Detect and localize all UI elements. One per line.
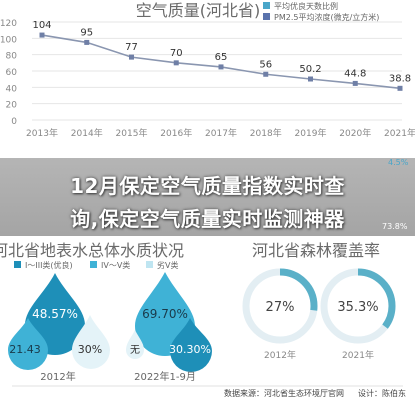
data-point-7 [352, 80, 358, 86]
ring-2012-year: 2012年 [264, 349, 296, 361]
water-quality-2012-group: 48.57% 21.43 30% 2012年 [8, 273, 110, 383]
water-quality-legend: I～III类(优良) IV～V类 劣V类 [14, 260, 178, 270]
line-chart-grid [32, 21, 402, 121]
y-tick-label-100: 100 [0, 35, 17, 45]
data-point-6 [308, 76, 313, 82]
x-tick-label-3: 2016年 [160, 127, 192, 139]
water-quality-2022-year: 2022年1-9月 [134, 370, 196, 383]
data-point-0 [39, 32, 45, 38]
data-point-3 [173, 60, 179, 66]
drop-2012-grade-inferior-label: 30% [78, 343, 102, 356]
x-tick-label-7: 2020年 [339, 127, 371, 139]
data-point-4 [218, 64, 224, 70]
y-tick-label-20: 20 [6, 101, 18, 111]
legend-label-grade-inferior: 劣V类 [157, 260, 178, 270]
data-label-2: 77 [125, 42, 138, 53]
legend-label-grade-good: I～III类(优良) [25, 260, 73, 270]
cropped-panel-fragment-2: 73.8% [382, 222, 408, 231]
headline-banner [0, 158, 415, 236]
x-tick-label-0: 2013年 [26, 127, 58, 139]
data-label-5: 56 [259, 59, 272, 70]
data-label-1: 95 [80, 27, 93, 38]
legend-marker-grade-inferior [146, 261, 153, 268]
y-tick-label-0: 0 [11, 117, 17, 127]
forest-coverage-2021-ring: 35.3% 2021年 [320, 268, 396, 361]
water-quality-title: 河北省地表水总体水质状况 [0, 241, 184, 260]
legend-marker-good-days [263, 2, 270, 9]
ring-2021-year: 2021年 [342, 349, 374, 361]
x-tick-label-5: 2018年 [250, 127, 282, 139]
legend-marker-grade-4-5 [90, 261, 97, 268]
drop-2012-grade-4-5-label: 21.43 [9, 343, 41, 356]
pm25-series-points [39, 32, 403, 91]
ring-2021-value-arc [320, 268, 396, 344]
forest-coverage-section: 河北省森林覆盖率 27% 2012年 35.3% 2021年 [242, 241, 396, 361]
data-point-1 [84, 39, 90, 45]
drop-2012-grade-4-5 [8, 318, 48, 370]
x-tick-label-6: 2019年 [295, 127, 327, 139]
x-tick-label-1: 2014年 [71, 127, 103, 139]
data-point-5 [263, 71, 269, 77]
footer-design: 设计：陈伯东 [358, 388, 406, 398]
ring-2012-value-arc [242, 268, 318, 344]
data-label-7: 44.8 [344, 68, 366, 79]
drop-2022-grade-4-5 [170, 318, 212, 372]
drop-2022-grade-good-label: 69.70% [142, 307, 188, 321]
forest-coverage-2012-ring: 27% 2012年 [242, 268, 318, 361]
headline-line-1: 12月保定空气质量指数实时查 [70, 174, 345, 198]
data-label-3: 70 [170, 48, 183, 59]
y-tick-label-40: 40 [6, 84, 18, 94]
forest-coverage-title: 河北省森林覆盖率 [252, 241, 380, 260]
pm25-series-data-labels: 104 95 77 70 65 56 50.2 44.8 38.8 [32, 20, 411, 84]
x-tick-label-8: 2021年 [384, 127, 415, 139]
footer: 数据来源：河北省生态环境厅官网 设计：陈伯东 [12, 385, 406, 398]
data-point-8 [397, 85, 403, 91]
water-quality-section: 河北省地表水总体水质状况 I～III类(优良) IV～V类 劣V类 48.57%… [0, 241, 212, 383]
line-chart-legend: 平均优良天数比例 PM2.5平均浓度(微克/立方米) [263, 1, 379, 22]
drop-2022-grade-inferior [126, 330, 144, 359]
drop-2012-grade-good-label: 48.57% [32, 307, 78, 321]
drop-2022-grade-4-5-label: 30.30% [169, 343, 211, 356]
ring-2012-value-label: 27% [266, 300, 295, 315]
drop-2022-grade-inferior-label: 无 [130, 345, 140, 356]
legend-label-pm25: PM2.5平均浓度(微克/立方米) [274, 12, 379, 22]
water-quality-2022-group: 69.70% 30.30% 无 2022年1-9月 [126, 272, 212, 383]
air-quality-line-chart: 空气质量(河北省) 平均优良天数比例 PM2.5平均浓度(微克/立方米) 0 20… [0, 1, 415, 139]
footer-source: 数据来源：河北省生态环境厅官网 [224, 388, 344, 398]
legend-marker-grade-good [14, 261, 21, 268]
y-tick-label-80: 80 [6, 52, 18, 62]
x-tick-label-4: 2017年 [205, 127, 237, 139]
headline-line-2: 询,保定空气质量实时监测神器 [70, 207, 345, 231]
data-label-0: 104 [32, 20, 51, 31]
cropped-panel-fragment-1: 4.5% [388, 158, 409, 167]
ring-2021-value-label: 35.3% [337, 300, 378, 315]
data-label-6: 50.2 [299, 64, 321, 75]
data-label-8: 38.8 [389, 73, 411, 84]
legend-label-good-days: 平均优良天数比例 [274, 1, 338, 11]
y-tick-label-120: 120 [0, 19, 17, 29]
water-quality-2012-year: 2012年 [40, 370, 75, 383]
x-tick-label-2: 2015年 [116, 127, 148, 139]
data-label-4: 65 [215, 52, 228, 63]
legend-marker-pm25 [263, 13, 270, 20]
line-chart-y-ticks: 0 20 40 60 80 100 120 [0, 19, 17, 127]
legend-label-grade-4-5: IV～V类 [101, 260, 130, 270]
line-chart-title: 空气质量(河北省) [136, 1, 261, 20]
data-point-2 [129, 54, 134, 60]
y-tick-label-60: 60 [6, 68, 18, 78]
line-chart-x-ticks: 2013年 2014年 2015年 2016年 2017年 2018年 2019年 2020年… [26, 127, 415, 139]
drop-2012-grade-inferior [72, 315, 110, 369]
